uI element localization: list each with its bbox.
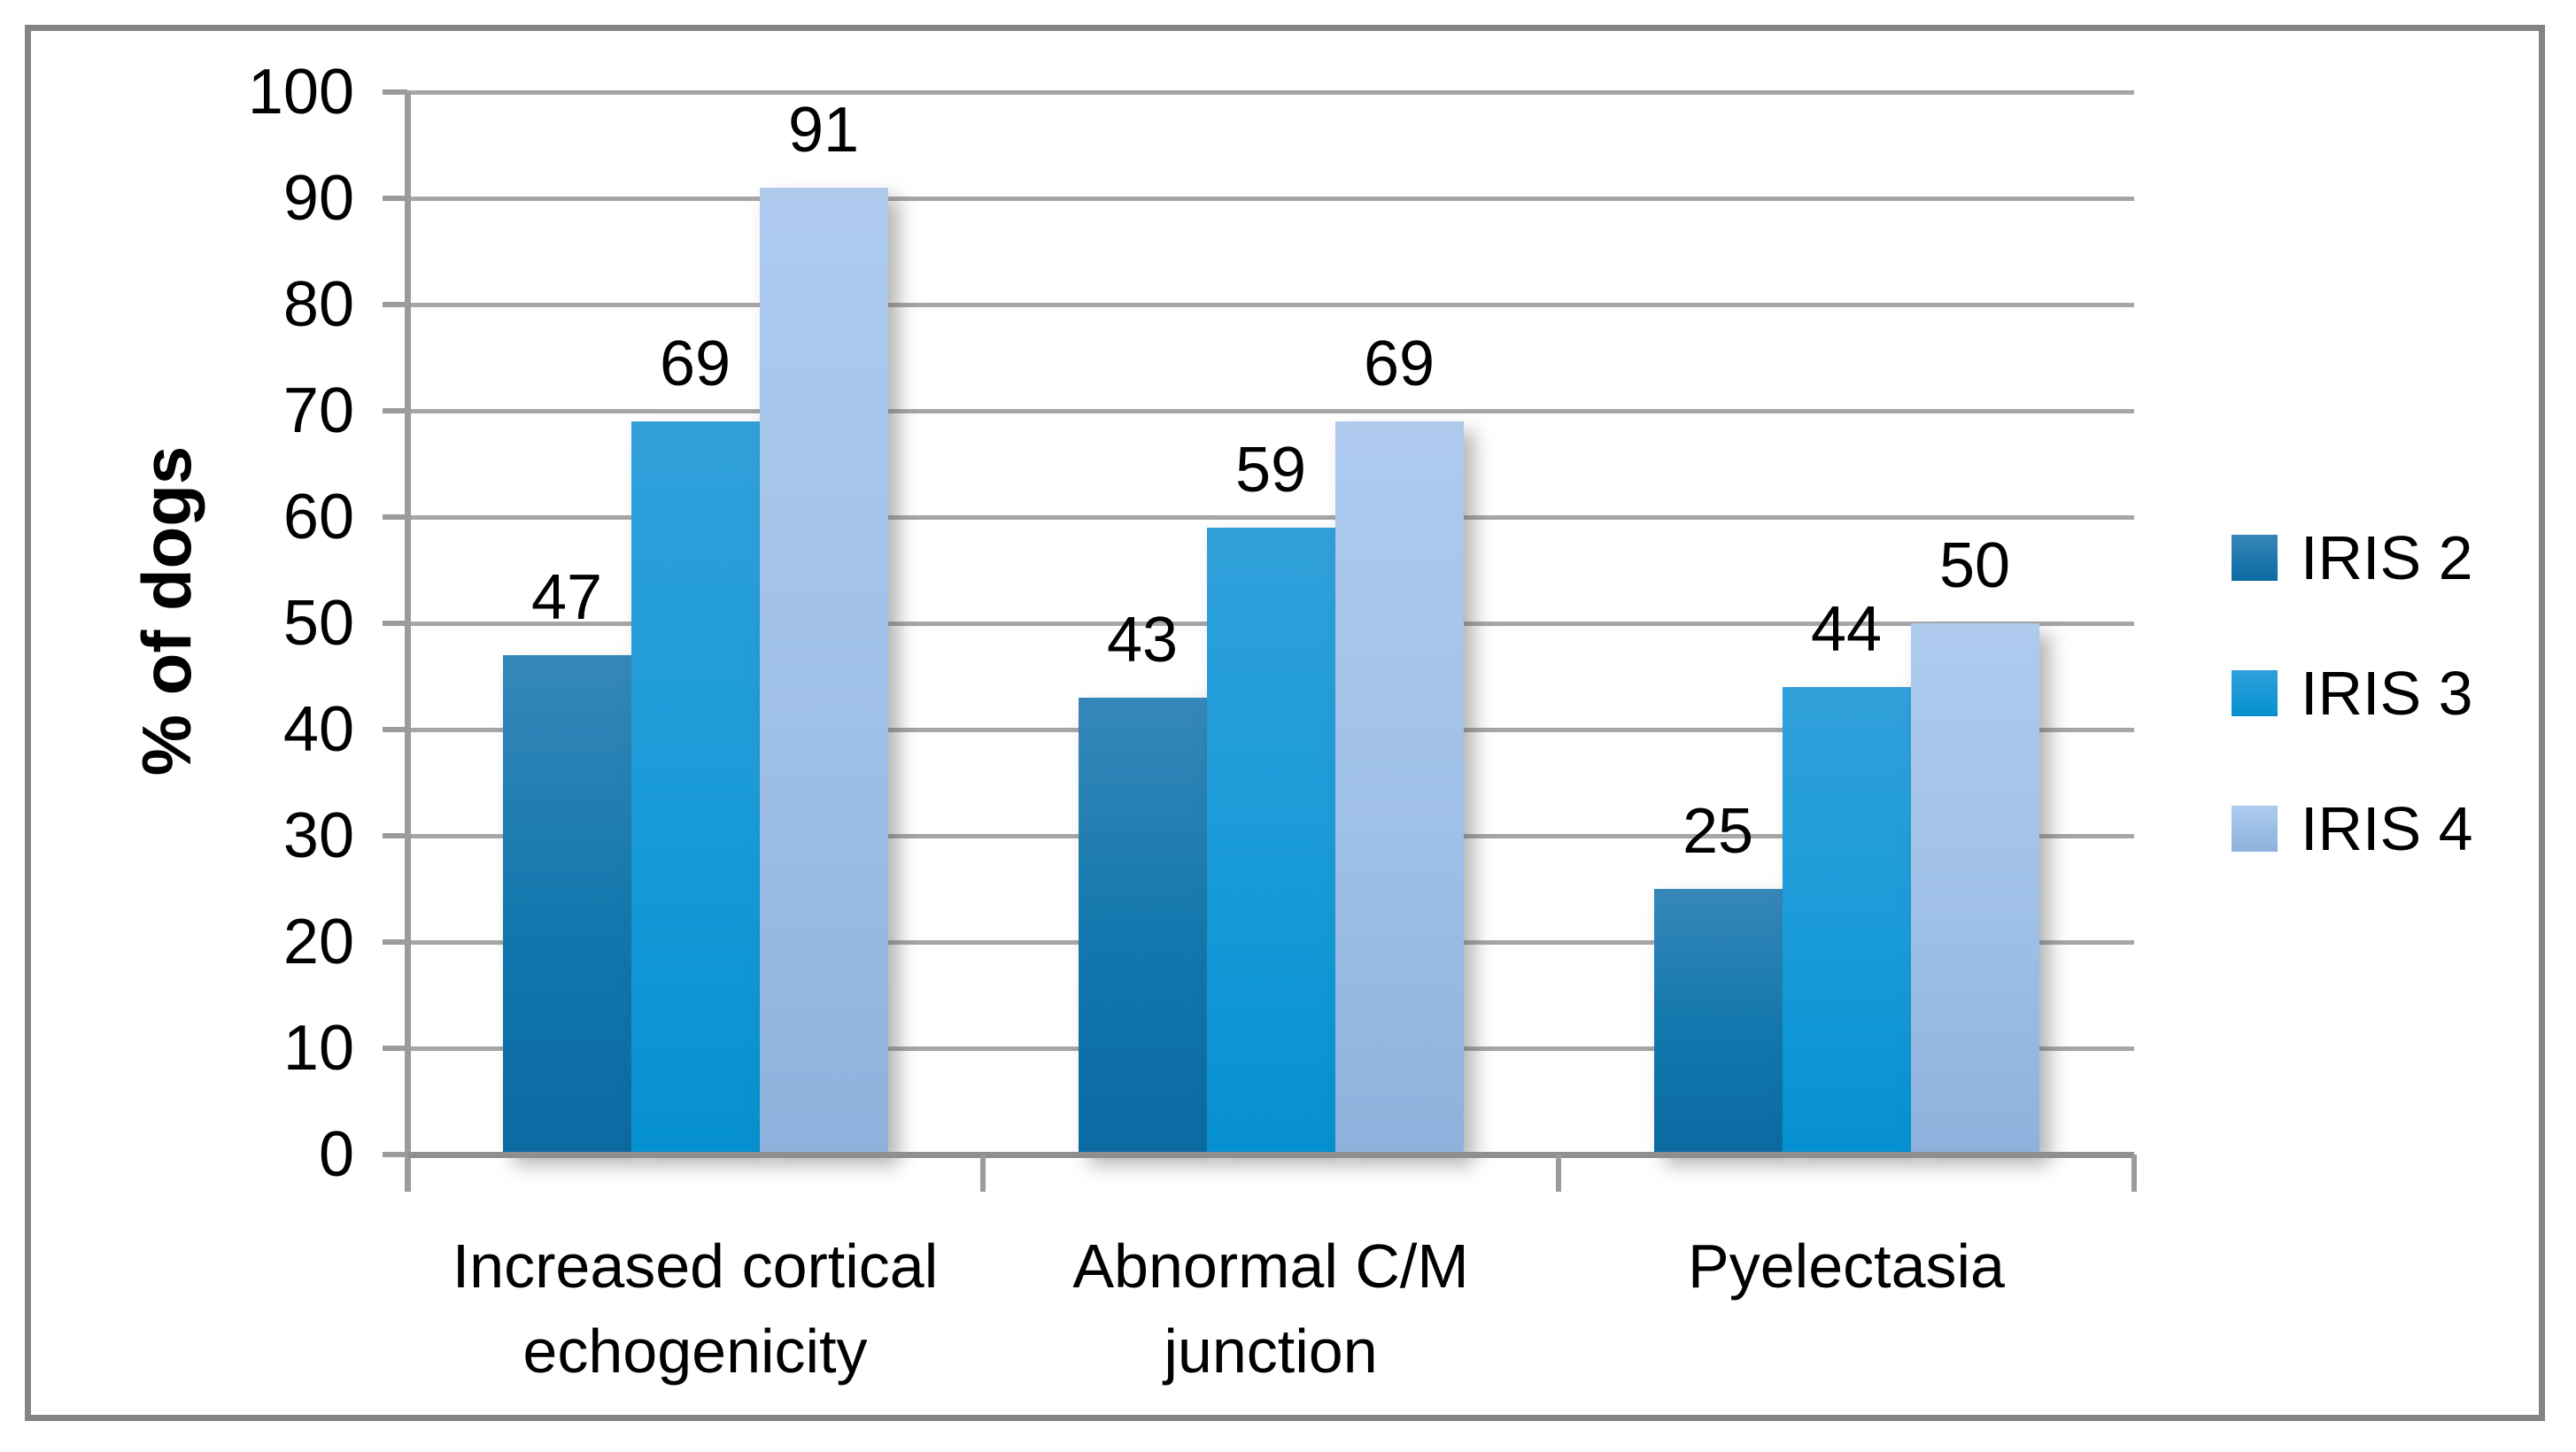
legend-label: IRIS 4 (2301, 794, 2473, 863)
bar-iris4-cat1 (759, 188, 888, 1155)
y-tick-label-50: 50 (282, 588, 354, 659)
bar-iris2-cat1 (502, 655, 631, 1155)
x-tick-3 (2131, 1155, 2137, 1192)
legend-item-iris4: IRIS 4 (2232, 793, 2473, 864)
legend-swatch (2232, 806, 2278, 852)
bar-iris2-cat3 (1653, 889, 1783, 1155)
bar-iris2-cat2 (1078, 698, 1207, 1155)
bar-value-label: 69 (659, 328, 731, 399)
gridline-100 (407, 90, 2134, 95)
gridline-70 (407, 409, 2134, 413)
category-label-line: Pyelectasia (1688, 1232, 2005, 1301)
y-tick-mark-80 (383, 302, 407, 307)
bar-iris3-cat2 (1206, 528, 1335, 1155)
y-tick-mark-50 (383, 621, 407, 626)
x-axis-line (407, 1152, 2134, 1158)
bar-value-label: 59 (1234, 435, 1307, 506)
y-tick-mark-0 (383, 1152, 407, 1157)
y-tick-label-90: 90 (282, 163, 354, 234)
category-label-line: Increased cortical (452, 1232, 939, 1301)
y-tick-mark-30 (383, 833, 407, 838)
y-tick-mark-10 (383, 1046, 407, 1051)
gridline-90 (407, 197, 2134, 201)
y-tick-mark-100 (383, 89, 407, 95)
category-label-line: echogenicity (522, 1317, 868, 1386)
category-label-line: Abnormal C/M (1072, 1232, 1469, 1301)
y-tick-mark-60 (383, 514, 407, 520)
bar-iris4-cat3 (1910, 623, 2039, 1155)
bar-value-label: 91 (787, 95, 860, 166)
legend-label: IRIS 3 (2301, 659, 2473, 728)
legend-item-iris3: IRIS 3 (2232, 658, 2473, 729)
y-tick-mark-90 (383, 196, 407, 201)
legend-item-iris2: IRIS 2 (2232, 522, 2473, 593)
category-label-1: Increased cortical echogenicity (341, 1224, 1049, 1394)
x-tick-2 (1556, 1155, 1561, 1192)
y-tick-label-80: 80 (282, 269, 354, 340)
bar-iris3-cat3 (1782, 687, 1911, 1155)
y-tick-label-100: 100 (247, 57, 354, 127)
y-tick-label-30: 30 (282, 800, 354, 871)
bar-value-label: 43 (1106, 605, 1179, 676)
gridline-60 (407, 515, 2134, 520)
y-tick-mark-70 (383, 408, 407, 413)
bar-value-label: 69 (1363, 328, 1435, 399)
y-tick-label-70: 70 (282, 375, 354, 446)
bar-value-label: 50 (1938, 530, 2011, 601)
bar-value-label: 47 (530, 562, 603, 633)
y-tick-label-10: 10 (282, 1013, 354, 1084)
y-tick-label-20: 20 (282, 907, 354, 977)
category-label-line: junction (1164, 1317, 1378, 1386)
bar-value-label: 25 (1682, 796, 1754, 867)
bar-value-label: 44 (1810, 594, 1883, 665)
gridline-80 (407, 303, 2134, 307)
legend-swatch (2232, 670, 2278, 716)
y-tick-label-60: 60 (282, 482, 354, 552)
category-label-2: Abnormal C/M junction (917, 1224, 1625, 1394)
chart-outer-border (25, 25, 2545, 1421)
legend-label: IRIS 2 (2301, 523, 2473, 592)
y-axis-line (405, 92, 411, 1192)
y-tick-label-0: 0 (318, 1119, 354, 1190)
legend: IRIS 2 IRIS 3 IRIS 4 (2232, 522, 2473, 929)
bar-iris4-cat2 (1334, 421, 1464, 1155)
legend-swatch (2232, 535, 2278, 581)
y-tick-label-40: 40 (282, 694, 354, 765)
x-tick-1 (980, 1155, 986, 1192)
bar-iris3-cat1 (630, 421, 760, 1155)
y-tick-mark-40 (383, 727, 407, 732)
category-label-3: Pyelectasia (1492, 1224, 2201, 1309)
y-tick-mark-20 (383, 939, 407, 945)
